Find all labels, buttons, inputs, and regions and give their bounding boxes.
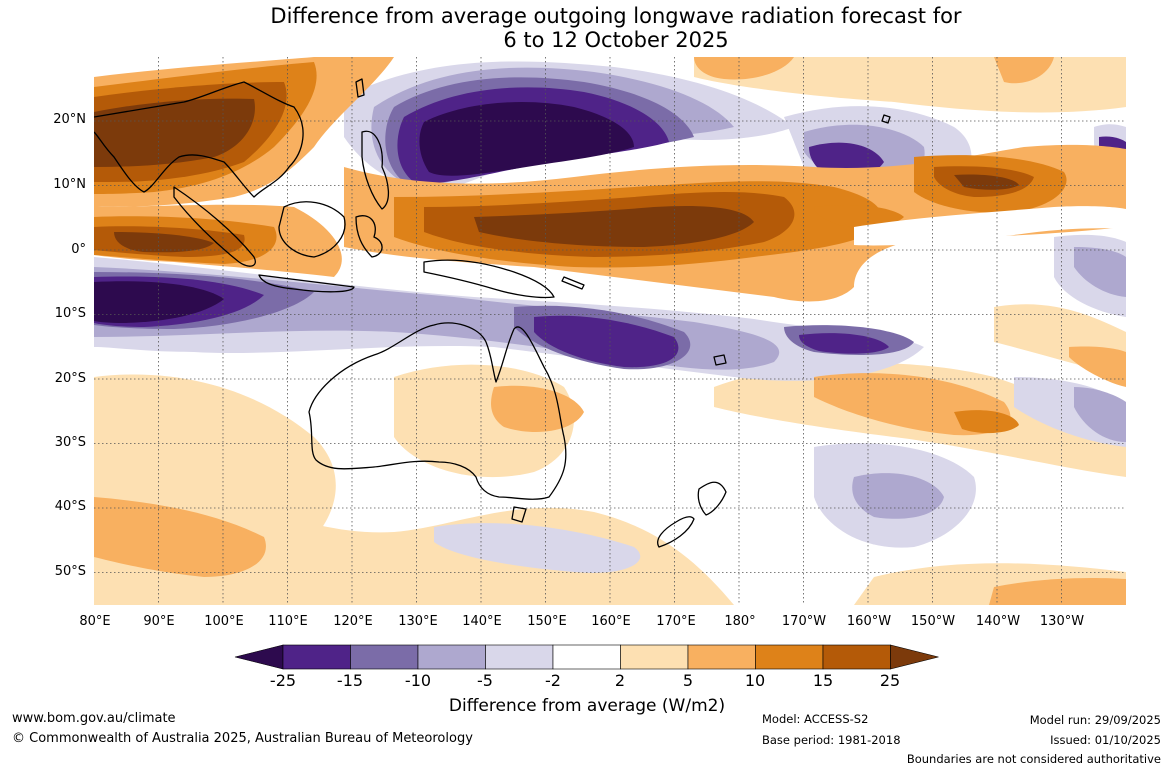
copyright-notice: © Commonwealth of Australia 2025, Austra… <box>12 731 473 746</box>
olr-anomaly-map <box>94 57 1126 605</box>
coastlines <box>94 78 891 548</box>
mainland-asia-coastline <box>94 81 304 198</box>
lon-label-150e: 150°E <box>527 614 567 629</box>
lon-label-150w: 150°W <box>910 614 956 629</box>
lon-label-170w: 170°W <box>781 614 827 629</box>
lon-label-170e: 170°E <box>656 614 696 629</box>
lat-label-10n: 10°N <box>53 177 86 192</box>
title-line-1: Difference from average outgoing longwav… <box>270 4 962 28</box>
legend-tick: 15 <box>812 671 834 690</box>
legend-tick: 25 <box>879 671 901 690</box>
australia-coastline <box>308 322 567 500</box>
lat-label-20n: 20°N <box>53 112 86 127</box>
legend-swatch <box>552 644 621 670</box>
lon-label-180: 180° <box>724 614 756 629</box>
anomaly-negative-25-plus <box>94 102 634 323</box>
map-title: Difference from average outgoing longwav… <box>196 4 1036 52</box>
sulawesi-coastline <box>355 215 383 258</box>
taiwan-coastline <box>355 78 365 98</box>
legend-swatch <box>417 644 486 670</box>
legend-swatch <box>687 644 756 670</box>
lon-label-90e: 90°E <box>143 614 175 629</box>
lon-label-120e: 120°E <box>333 614 373 629</box>
website-link[interactable]: www.bom.gov.au/climate <box>12 711 176 726</box>
fiji-coastline <box>713 354 727 366</box>
legend-tick: 2 <box>614 671 626 690</box>
base-period: Base period: 1981-2018 <box>762 733 901 747</box>
new-zealand-south-coastline <box>657 516 695 548</box>
lat-label-0: 0° <box>71 242 86 257</box>
solomon-islands-coastline <box>561 276 585 290</box>
legend-tick: -2 <box>545 671 561 690</box>
legend-swatch <box>822 644 891 670</box>
legend-tick: -5 <box>477 671 493 690</box>
legend-tick: 5 <box>682 671 694 690</box>
lat-label-30s: 30°S <box>54 435 86 450</box>
lon-label-160w: 160°W <box>846 614 892 629</box>
new-guinea-coastline <box>423 259 555 299</box>
philippines-coastline <box>361 130 390 210</box>
lon-label-160e: 160°E <box>591 614 631 629</box>
lat-label-50s: 50°S <box>54 564 86 579</box>
issued-date: Issued: 01/10/2025 <box>1050 733 1161 747</box>
lon-label-130w: 130°W <box>1039 614 1085 629</box>
legend-tick: -10 <box>404 671 432 690</box>
lat-label-40s: 40°S <box>54 499 86 514</box>
colour-scale-bar <box>234 644 939 670</box>
model-name: Model: ACCESS-S2 <box>762 712 869 726</box>
sumatra-coastline <box>173 186 256 267</box>
title-line-2: 6 to 12 October 2025 <box>503 28 729 52</box>
new-zealand-north-coastline <box>697 481 727 516</box>
legend-swatch <box>485 644 554 670</box>
lat-label-20s: 20°S <box>54 371 86 386</box>
lon-label-80e: 80°E <box>79 614 111 629</box>
hawaii-coastline <box>881 114 891 124</box>
legend-swatch <box>350 644 419 670</box>
lon-label-140e: 140°E <box>462 614 502 629</box>
legend-title: Difference from average (W/m2) <box>448 696 726 716</box>
lon-label-130e: 130°E <box>398 614 438 629</box>
legend-swatch <box>755 644 824 670</box>
lon-label-110e: 110°E <box>268 614 308 629</box>
legend-swatch <box>620 644 689 670</box>
legend-swatch-low-extend <box>234 644 284 670</box>
tasmania-coastline <box>511 506 527 523</box>
neutral-band <box>854 206 1126 246</box>
model-run-date: Model run: 29/09/2025 <box>1029 713 1161 727</box>
lon-label-140w: 140°W <box>975 614 1021 629</box>
legend-tick: 10 <box>744 671 766 690</box>
legend-tick: -25 <box>269 671 297 690</box>
lat-label-10s: 10°S <box>54 306 86 321</box>
legend-swatch-high-extend <box>890 644 939 670</box>
anomaly-positive-25-plus <box>94 98 1019 253</box>
legend-swatch <box>282 644 351 670</box>
borneo-coastline <box>278 201 346 258</box>
legend-tick: -15 <box>336 671 364 690</box>
lon-label-100e: 100°E <box>204 614 244 629</box>
graticule <box>94 57 1126 605</box>
boundary-disclaimer: Boundaries are not considered authoritat… <box>906 752 1161 766</box>
java-coastline <box>258 274 355 293</box>
